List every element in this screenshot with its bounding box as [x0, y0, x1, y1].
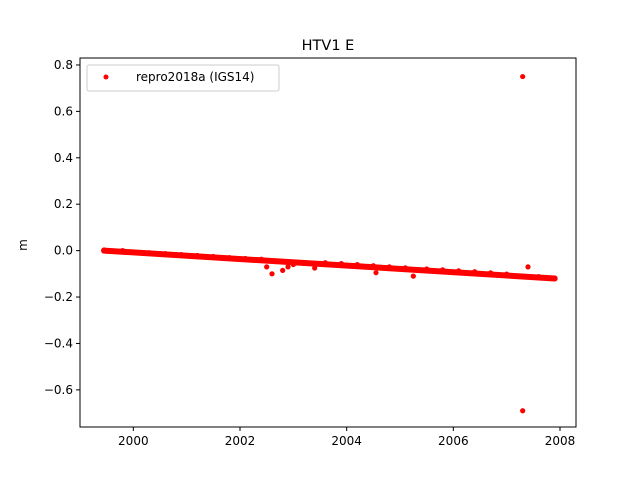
data-point: [109, 248, 115, 254]
data-point: [178, 251, 184, 258]
data-point: [440, 267, 446, 273]
y-tick-label: −0.6: [44, 383, 73, 397]
x-tick-label: 2004: [331, 434, 362, 448]
data-point: [370, 263, 376, 269]
data-point: [120, 248, 126, 254]
data-point: [386, 264, 392, 270]
data-point: [242, 255, 248, 262]
data-point: [162, 251, 168, 257]
data-point: [488, 270, 494, 276]
y-tick-label: 0.0: [54, 244, 73, 258]
x-tick-label: 2002: [225, 434, 256, 448]
data-point: [312, 265, 318, 271]
data-point: [520, 408, 526, 414]
data-point: [258, 256, 264, 262]
data-point: [101, 247, 107, 253]
data-point: [373, 270, 379, 276]
data-point: [338, 261, 344, 267]
data-point: [410, 273, 416, 279]
data-point: [525, 264, 531, 270]
data-point: [322, 260, 328, 266]
x-tick-label: 2008: [545, 434, 576, 448]
y-tick-label: 0.4: [54, 151, 73, 165]
data-point: [210, 253, 216, 260]
data-point: [269, 271, 275, 277]
data-point: [424, 266, 430, 272]
data-point: [280, 267, 286, 273]
data-point: [146, 250, 152, 256]
plot-area: [101, 73, 558, 414]
data-point: [130, 249, 136, 255]
y-tick-label: 0.2: [54, 197, 73, 211]
y-tick-label: 0.8: [54, 58, 73, 72]
legend-box: [86, 64, 280, 92]
data-point: [290, 261, 296, 268]
data-point: [264, 264, 270, 270]
series-points-layer: [101, 73, 558, 414]
x-tick-label: 2006: [438, 434, 469, 448]
y-tick-label: 0.6: [54, 104, 73, 118]
x-tick-label: 2000: [118, 434, 149, 448]
legend-marker: [103, 74, 109, 80]
y-tick-label: −0.4: [44, 336, 73, 350]
legend: repro2018a (IGS14): [86, 64, 280, 92]
plot-frame: [79, 57, 577, 428]
data-point: [520, 73, 526, 80]
data-point: [504, 271, 510, 277]
data-point: [354, 261, 360, 268]
data-point: [226, 254, 232, 261]
data-point: [536, 274, 542, 280]
data-point: [456, 268, 462, 274]
chart-title: HTV1 E: [302, 38, 355, 54]
axes-ticks: 2000 2002 2004 2006 2008 −0.6 −0.4 −0.2 0.0 0.2 0.…: [44, 58, 575, 448]
legend-label: repro2018a (IGS14): [136, 70, 254, 84]
data-point: [552, 275, 558, 281]
data-point: [301, 260, 307, 266]
data-point: [472, 269, 478, 275]
data-point: [194, 252, 200, 259]
y-axis-label: m: [16, 239, 30, 251]
data-point: [285, 264, 291, 270]
y-tick-label: −0.2: [44, 290, 73, 304]
data-point: [402, 265, 408, 271]
